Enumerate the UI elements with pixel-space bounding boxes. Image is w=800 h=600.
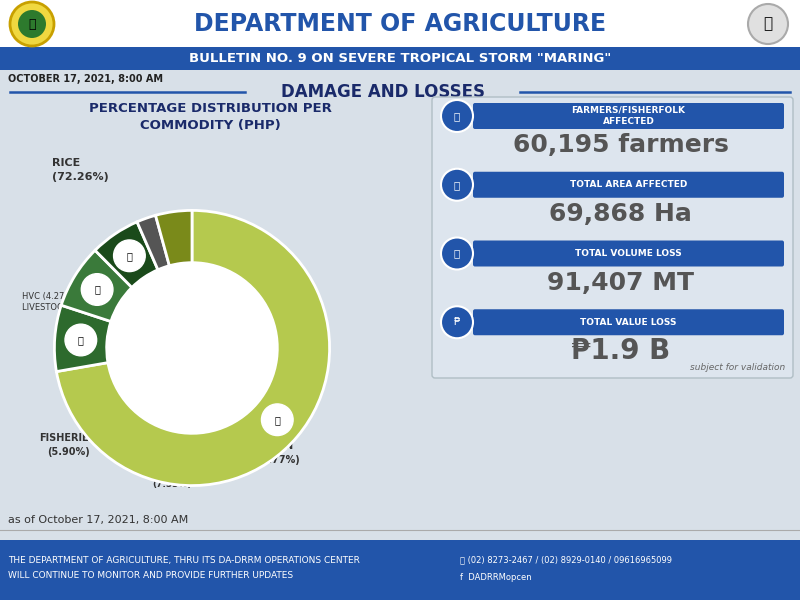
Text: HVC (4.27%)
LIVESTOCK (2.27%): HVC (4.27%) LIVESTOCK (2.27%) <box>22 292 104 313</box>
Text: FISHERIES
(5.90%): FISHERIES (5.90%) <box>40 433 96 457</box>
Circle shape <box>106 263 278 433</box>
FancyBboxPatch shape <box>473 309 784 335</box>
Text: THE DEPARTMENT OF AGRICULTURE, THRU ITS DA-DRRM OPERATIONS CENTER: THE DEPARTMENT OF AGRICULTURE, THRU ITS … <box>8 556 360 565</box>
Text: ₱: ₱ <box>454 317 460 327</box>
Text: 📞 (02) 8273-2467 / (02) 8929-0140 / 09616965099: 📞 (02) 8273-2467 / (02) 8929-0140 / 0961… <box>460 556 672 565</box>
Text: RICE
(72.26%): RICE (72.26%) <box>52 158 109 182</box>
Text: f  DADRRMopcen: f DADRRMopcen <box>460 572 532 581</box>
Text: 🌾: 🌾 <box>274 415 280 425</box>
Text: PERCENTAGE DISTRIBUTION PER
COMMODITY (PHP): PERCENTAGE DISTRIBUTION PER COMMODITY (P… <box>89 101 331 133</box>
Circle shape <box>10 2 54 46</box>
Text: DEPARTMENT OF AGRICULTURE: DEPARTMENT OF AGRICULTURE <box>194 12 606 36</box>
FancyBboxPatch shape <box>473 241 784 266</box>
Text: 📦: 📦 <box>454 248 460 259</box>
Text: 👤: 👤 <box>454 111 460 121</box>
Bar <box>0 540 800 600</box>
Bar <box>0 0 800 47</box>
Circle shape <box>748 4 788 44</box>
Text: as of October 17, 2021, 8:00 AM: as of October 17, 2021, 8:00 AM <box>8 515 188 525</box>
Text: 🐟: 🐟 <box>126 251 132 261</box>
Text: 💧: 💧 <box>94 284 100 295</box>
FancyBboxPatch shape <box>473 103 784 129</box>
Text: OCTOBER 17, 2021, 8:00 AM: OCTOBER 17, 2021, 8:00 AM <box>8 74 163 84</box>
Circle shape <box>262 404 293 436</box>
Wedge shape <box>54 305 111 371</box>
FancyBboxPatch shape <box>473 172 784 198</box>
Circle shape <box>65 324 97 356</box>
Text: ₱1.9 B: ₱1.9 B <box>571 337 670 365</box>
Circle shape <box>82 274 113 305</box>
Wedge shape <box>95 222 158 287</box>
Text: TOTAL VOLUME LOSS: TOTAL VOLUME LOSS <box>575 249 682 258</box>
Circle shape <box>441 169 473 201</box>
Wedge shape <box>155 211 192 266</box>
Text: DAMAGE AND LOSSES: DAMAGE AND LOSSES <box>281 83 485 101</box>
FancyBboxPatch shape <box>432 97 793 378</box>
Text: 60,195 farmers: 60,195 farmers <box>513 133 729 157</box>
Text: 🌽: 🌽 <box>78 335 84 345</box>
Text: TOTAL AREA AFFECTED: TOTAL AREA AFFECTED <box>570 180 687 189</box>
Text: 🌾: 🌾 <box>28 17 36 31</box>
Wedge shape <box>137 215 170 270</box>
Text: 69,868 Ha: 69,868 Ha <box>549 202 692 226</box>
Text: subject for validation: subject for validation <box>690 362 785 371</box>
Text: IRRIGATION
AND AGRI-
FACILITIES
(7.53%): IRRIGATION AND AGRI- FACILITIES (7.53%) <box>142 447 202 489</box>
Bar <box>0 47 800 70</box>
Text: BULLETIN NO. 9 ON SEVERE TROPICAL STORM "MARING": BULLETIN NO. 9 ON SEVERE TROPICAL STORM … <box>189 52 611 65</box>
Wedge shape <box>62 250 132 322</box>
Wedge shape <box>57 211 330 485</box>
Circle shape <box>18 10 46 38</box>
Circle shape <box>441 238 473 269</box>
Circle shape <box>441 306 473 338</box>
Circle shape <box>441 100 473 132</box>
Text: FARMERS/FISHERFOLK
AFFECTED: FARMERS/FISHERFOLK AFFECTED <box>571 106 686 126</box>
Text: 91,407 MT: 91,407 MT <box>547 271 694 295</box>
Text: 🌍: 🌍 <box>763 16 773 31</box>
Text: WILL CONTINUE TO MONITOR AND PROVIDE FURTHER UPDATES: WILL CONTINUE TO MONITOR AND PROVIDE FUR… <box>8 571 293 580</box>
Text: 🌾: 🌾 <box>454 180 460 190</box>
Text: CORN
(7.77%): CORN (7.77%) <box>257 442 299 464</box>
Circle shape <box>114 240 146 272</box>
Text: TOTAL VALUE LOSS: TOTAL VALUE LOSS <box>580 318 677 327</box>
